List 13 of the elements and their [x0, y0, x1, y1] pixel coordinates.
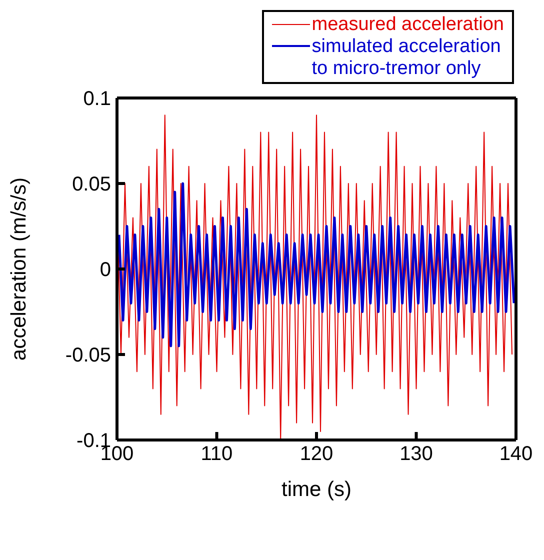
x-tick-label: 110 [200, 443, 233, 466]
y-tick-label: 0.05 [72, 174, 111, 196]
x-tick-label: 120 [300, 443, 334, 466]
legend-label: measured acceleration [312, 14, 504, 36]
y-tick-label: 0 [100, 259, 111, 282]
x-axis-title: time (s) [282, 478, 352, 501]
y-tick-label: 0.1 [83, 88, 111, 110]
legend-label: simulated acceleration to micro-tremor only [312, 36, 501, 80]
y-tick-label: -0.05 [65, 344, 111, 367]
y-axis-title: acceleration (m/s/s) [7, 177, 30, 361]
x-tick-label: 130 [400, 443, 433, 466]
x-tick-label: 140 [499, 443, 533, 466]
line-series [118, 182, 516, 348]
